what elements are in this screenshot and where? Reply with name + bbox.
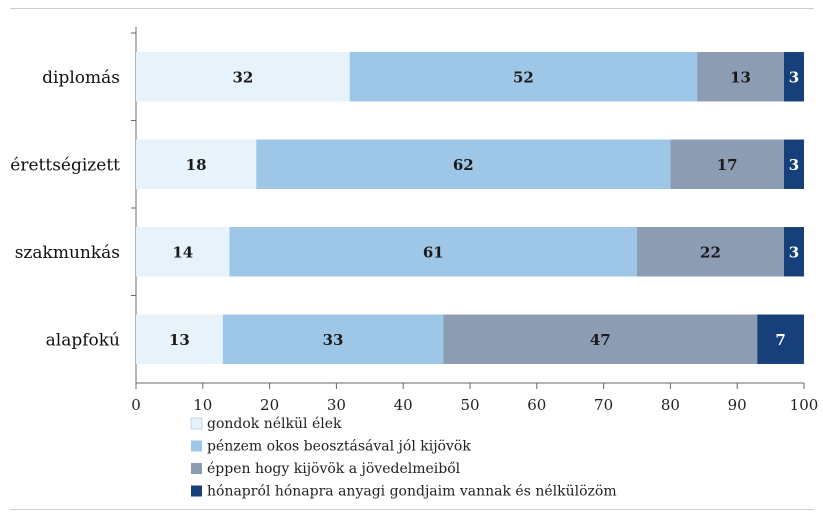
x-tick-label: 30	[327, 396, 346, 414]
legend-label: éppen hogy kijövök a jövedelmeiből	[207, 461, 461, 477]
bar-segment	[783, 52, 804, 102]
bar-segment	[256, 139, 671, 189]
data-label: 13	[169, 331, 190, 349]
data-label: 61	[423, 243, 444, 261]
data-label: 32	[232, 68, 253, 86]
category-label: diplomás	[42, 68, 120, 88]
category-label: szakmunkás	[15, 243, 120, 263]
bar-segment	[637, 227, 784, 277]
bar-segment	[222, 314, 444, 364]
x-tick-label: 0	[131, 396, 141, 414]
data-label: 3	[789, 68, 799, 86]
x-tick-label: 70	[594, 396, 613, 414]
legend-label: gondok nélkül élek	[207, 416, 342, 432]
legend-swatch	[191, 463, 202, 474]
bar-segment	[443, 314, 758, 364]
category-label: érettségizett	[10, 155, 120, 175]
data-label: 3	[789, 243, 799, 261]
x-tick-label: 100	[790, 396, 819, 414]
bar-segment	[783, 139, 804, 189]
legend-swatch	[191, 440, 202, 452]
bar-segment	[136, 227, 230, 277]
data-label: 52	[513, 68, 534, 86]
legend-label: pénzem okos beosztásával jól kijövök	[207, 439, 471, 455]
data-label: 47	[590, 331, 611, 349]
x-tick-label: 40	[394, 396, 413, 414]
category-label: alapfokú	[46, 330, 120, 350]
data-label: 18	[186, 156, 207, 174]
bar-segment	[136, 139, 257, 189]
bar-segment	[136, 52, 350, 102]
data-label: 22	[700, 243, 721, 261]
x-tick-label: 20	[260, 396, 279, 414]
top-border	[10, 8, 814, 9]
bar-segment	[136, 314, 223, 364]
legend-swatch	[190, 417, 203, 430]
bar-segment	[697, 52, 784, 102]
data-label: 14	[172, 243, 193, 261]
x-tick-label: 60	[527, 396, 546, 414]
legend-swatch	[191, 485, 202, 497]
data-label: 13	[730, 68, 751, 86]
bar-segment	[783, 227, 804, 277]
legend-label: hónapról hónapra anyagi gondjaim vannak …	[207, 484, 617, 500]
data-label: 33	[323, 331, 344, 349]
bar-segment	[229, 227, 637, 277]
bar-segment	[670, 139, 784, 189]
data-label: 7	[775, 331, 785, 349]
x-tick-label: 10	[193, 396, 212, 414]
data-label: 17	[717, 156, 738, 174]
x-tick-label: 50	[460, 396, 479, 414]
data-label: 3	[789, 156, 799, 174]
bar-segment	[757, 314, 804, 364]
data-label: 62	[453, 156, 474, 174]
bottom-border	[10, 509, 814, 510]
x-tick-label: 80	[661, 396, 680, 414]
x-tick-label: 90	[728, 396, 747, 414]
bar-segment	[349, 52, 698, 102]
